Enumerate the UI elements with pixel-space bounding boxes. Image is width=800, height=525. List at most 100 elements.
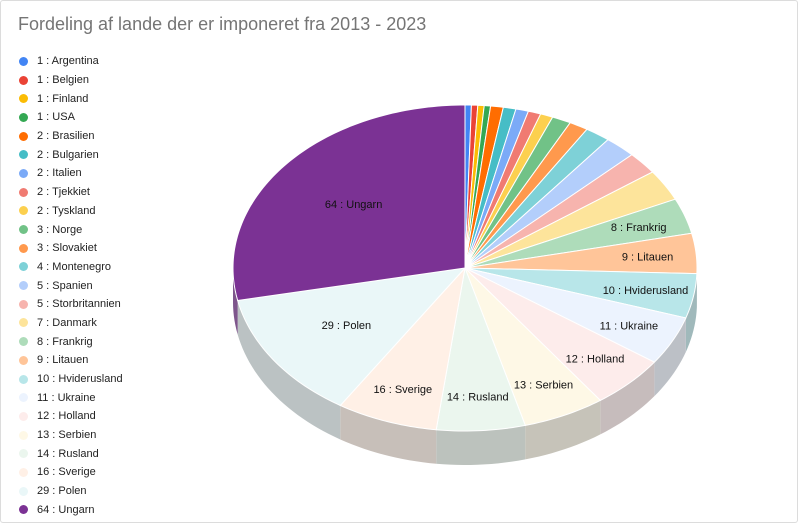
- side-sverige: [340, 405, 437, 464]
- legend-swatch: [19, 393, 28, 403]
- legend-swatch: [19, 281, 28, 291]
- slice-label-serbien: 13 : Serbien: [514, 379, 573, 391]
- legend-item-serbien[interactable]: 13 : Serbien: [19, 426, 123, 445]
- chart-legend: 1 : Argentina 1 : Belgien 1 : Finland 1 : U…: [19, 52, 123, 519]
- slice-rusland[interactable]: [435, 266, 526, 432]
- side-rusland: [436, 425, 526, 465]
- legend-label: 16 : Sverige: [37, 466, 96, 479]
- pie-side-walls: [233, 268, 697, 465]
- legend-label: 2 : Bulgarien: [37, 148, 99, 161]
- legend-item-slovakiet[interactable]: 3 : Slovakiet: [19, 239, 123, 258]
- legend-item-tyskland[interactable]: 2 : Tyskland: [19, 202, 123, 221]
- legend-label: 3 : Norge: [37, 223, 83, 236]
- slice-hviderusland[interactable]: [464, 267, 698, 319]
- legend-item-usa[interactable]: 1 : USA: [19, 108, 123, 127]
- legend-item-sverige[interactable]: 16 : Sverige: [19, 463, 123, 482]
- legend-item-brasilien[interactable]: 2 : Brasilien: [19, 127, 123, 146]
- legend-label: 5 : Spanien: [37, 279, 93, 292]
- legend-swatch: [19, 150, 28, 160]
- slice-polen[interactable]: [237, 267, 467, 407]
- legend-item-danmark[interactable]: 7 : Danmark: [19, 314, 123, 333]
- legend-swatch: [19, 430, 28, 440]
- legend-swatch: [19, 168, 28, 178]
- legend-swatch: [19, 449, 28, 459]
- legend-label: 1 : Argentina: [37, 55, 99, 68]
- legend-label: 9 : Litauen: [37, 354, 89, 367]
- side-polen: [237, 300, 341, 440]
- legend-swatch: [19, 318, 28, 328]
- legend-label: 10 : Hviderusland: [37, 373, 123, 386]
- slice-ungarn[interactable]: [232, 104, 466, 302]
- legend-swatch: [19, 56, 28, 66]
- legend-item-holland[interactable]: 12 : Holland: [19, 407, 123, 426]
- legend-label: 3 : Slovakiet: [37, 242, 97, 255]
- legend-item-belgien[interactable]: 1 : Belgien: [19, 71, 123, 90]
- slice-label-frankrig: 8 : Frankrig: [611, 222, 667, 234]
- legend-swatch: [19, 505, 28, 515]
- legend-label: 12 : Holland: [37, 410, 96, 423]
- legend-item-tjekkiet[interactable]: 2 : Tjekkiet: [19, 183, 123, 202]
- legend-swatch: [19, 243, 28, 253]
- legend-swatch: [19, 225, 28, 235]
- pie-slices: [232, 104, 698, 432]
- legend-item-storbritannien[interactable]: 5 : Storbritannien: [19, 295, 123, 314]
- legend-item-finland[interactable]: 1 : Finland: [19, 89, 123, 108]
- legend-label: 1 : USA: [37, 111, 75, 124]
- side-ukraine: [654, 317, 686, 397]
- legend-item-norge[interactable]: 3 : Norge: [19, 220, 123, 239]
- side-hviderusland: [685, 273, 697, 352]
- slice-ukraine[interactable]: [464, 267, 687, 363]
- legend-swatch: [19, 262, 28, 272]
- slice-label-ungarn: 64 : Ungarn: [325, 199, 382, 211]
- legend-label: 8 : Frankrig: [37, 335, 93, 348]
- legend-swatch: [19, 299, 28, 309]
- slice-serbien[interactable]: [464, 267, 602, 426]
- legend-label: 64 : Ungarn: [37, 503, 95, 516]
- legend-item-bulgarien[interactable]: 2 : Bulgarien: [19, 145, 123, 164]
- legend-swatch: [19, 486, 28, 496]
- legend-label: 2 : Italien: [37, 167, 82, 180]
- legend-item-ukraine[interactable]: 11 : Ukraine: [19, 388, 123, 407]
- legend-label: 2 : Brasilien: [37, 130, 95, 143]
- legend-item-italien[interactable]: 2 : Italien: [19, 164, 123, 183]
- legend-label: 5 : Storbritannien: [37, 298, 121, 311]
- legend-item-argentina[interactable]: 1 : Argentina: [19, 52, 123, 71]
- side-holland: [600, 362, 655, 435]
- slice-labels: 8 : Frankrig 9 : Litauen 10 : Hviderusland…: [322, 199, 689, 403]
- legend-item-frankrig[interactable]: 8 : Frankrig: [19, 332, 123, 351]
- legend-item-rusland[interactable]: 14 : Rusland: [19, 444, 123, 463]
- legend-item-spanien[interactable]: 5 : Spanien: [19, 276, 123, 295]
- legend-item-hviderusland[interactable]: 10 : Hviderusland: [19, 370, 123, 389]
- slice-frankrig[interactable]: [464, 198, 693, 269]
- legend-swatch: [19, 467, 28, 477]
- legend-swatch: [19, 374, 28, 384]
- legend-label: 29 : Polen: [37, 485, 87, 498]
- legend-label: 1 : Finland: [37, 92, 89, 105]
- legend-item-litauen[interactable]: 9 : Litauen: [19, 351, 123, 370]
- slice-litauen[interactable]: [464, 232, 698, 275]
- legend-swatch: [19, 94, 28, 104]
- legend-item-polen[interactable]: 29 : Polen: [19, 482, 123, 501]
- slice-slovakiet[interactable]: [464, 122, 588, 269]
- slice-label-sverige: 16 : Sverige: [373, 384, 432, 396]
- legend-label: 1 : Belgien: [37, 74, 89, 87]
- slice-norge[interactable]: [464, 116, 571, 269]
- legend-swatch: [19, 187, 28, 197]
- chart-title: Fordeling af lande der er imponeret fra …: [18, 14, 427, 34]
- slice-storbritannien[interactable]: [464, 154, 654, 269]
- slice-label-ukraine: 11 : Ukraine: [600, 321, 659, 333]
- slice-spanien[interactable]: [464, 139, 633, 269]
- slice-holland[interactable]: [464, 267, 656, 402]
- legend-item-ungarn[interactable]: 64 : Ungarn: [19, 501, 123, 520]
- slice-danmark[interactable]: [464, 171, 677, 269]
- legend-item-montenegro[interactable]: 4 : Montenegro: [19, 258, 123, 277]
- legend-label: 4 : Montenegro: [37, 260, 111, 273]
- legend-label: 11 : Ukraine: [37, 391, 96, 404]
- legend-label: 13 : Serbien: [37, 429, 97, 442]
- slice-montenegro[interactable]: [464, 128, 609, 269]
- legend-swatch: [19, 411, 28, 421]
- side-serbien: [525, 400, 601, 460]
- slice-sverige[interactable]: [339, 266, 466, 431]
- legend-label: 2 : Tyskland: [37, 204, 96, 217]
